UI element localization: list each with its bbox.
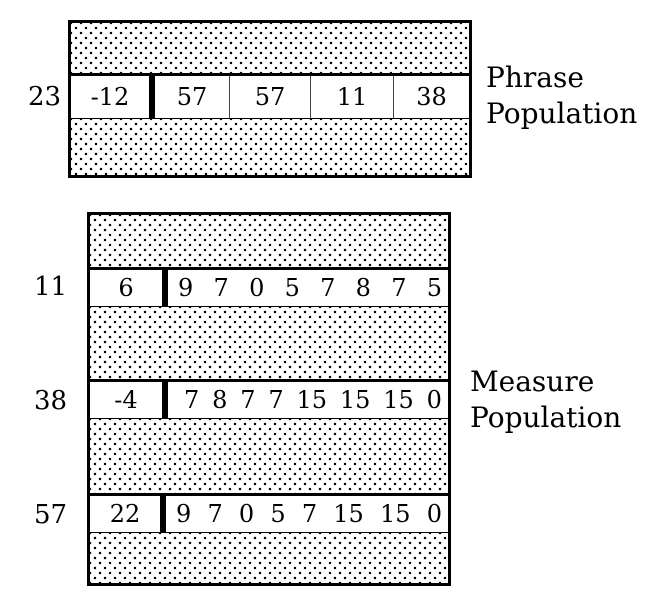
phrase-bottom-pattern <box>71 119 469 175</box>
phrase-cell: 57 <box>155 76 230 118</box>
measure-value: 7 <box>268 386 284 414</box>
measure-value: 0 <box>426 500 442 528</box>
measure-value: 8 <box>355 274 371 302</box>
measure-value: 7 <box>207 500 223 528</box>
measure-first-cell: 22 <box>90 496 166 532</box>
measure-value: 7 <box>320 274 336 302</box>
measure-first-cell: -4 <box>90 382 168 418</box>
phrase-cell: 57 <box>230 76 311 118</box>
measure-value: 15 <box>296 386 328 414</box>
measure-values: 9 7 0 5 7 15 15 0 <box>166 496 448 532</box>
measure-values: 7 8 7 7 15 15 15 0 <box>168 382 448 418</box>
phrase-cell: 38 <box>416 83 447 111</box>
measure-value: 9 <box>176 500 192 528</box>
caption-line: Measure <box>470 365 595 398</box>
measure-value: 0 <box>249 274 265 302</box>
phrase-row-label: 23 <box>28 82 62 112</box>
caption-line: Phrase <box>486 61 584 94</box>
measure-population-panel: 6 9 7 0 5 7 8 7 5 -4 7 8 7 7 15 15 15 0 … <box>87 212 451 586</box>
measure-population-caption: Measure Population <box>470 364 621 436</box>
phrase-cell: 11 <box>311 76 394 118</box>
measure-value: 0 <box>426 386 442 414</box>
measure-value: 15 <box>339 386 371 414</box>
phrase-first-cell: -12 <box>71 76 155 118</box>
measure-value: 5 <box>426 274 442 302</box>
measure-pattern-2 <box>90 307 448 381</box>
measure-pattern-3 <box>90 419 448 495</box>
phrase-top-pattern <box>71 23 469 75</box>
measure-row: -4 7 8 7 7 15 15 15 0 <box>90 379 448 421</box>
measure-value: 5 <box>284 274 300 302</box>
phrase-population-caption: Phrase Population <box>486 60 637 132</box>
measure-value: 7 <box>391 274 407 302</box>
measure-row-label: 11 <box>34 272 68 302</box>
caption-line: Population <box>470 401 622 434</box>
measure-value: 0 <box>238 500 255 528</box>
measure-pattern-4 <box>90 533 448 583</box>
measure-value: 7 <box>213 274 229 302</box>
measure-row: 22 9 7 0 5 7 15 15 0 <box>90 493 448 535</box>
phrase-population-panel: -12 57 57 11 38 <box>68 20 472 178</box>
measure-first-cell: 6 <box>90 270 168 306</box>
phrase-row: -12 57 57 11 38 <box>71 73 469 121</box>
caption-line: Population <box>486 97 638 130</box>
measure-values: 9 7 0 5 7 8 7 5 <box>168 270 448 306</box>
measure-value: 9 <box>178 274 194 302</box>
measure-row-label: 57 <box>34 500 68 530</box>
measure-value: 8 <box>212 386 228 414</box>
measure-value: 15 <box>379 500 411 528</box>
measure-row: 6 9 7 0 5 7 8 7 5 <box>90 267 448 309</box>
measure-value: 7 <box>301 500 318 528</box>
measure-row-label: 38 <box>34 386 68 416</box>
measure-value: 5 <box>270 500 286 528</box>
measure-pattern-1 <box>90 215 448 269</box>
measure-value: 15 <box>333 500 364 528</box>
measure-value: 15 <box>383 386 414 414</box>
measure-value: 7 <box>240 386 256 414</box>
measure-value: 7 <box>184 386 200 414</box>
